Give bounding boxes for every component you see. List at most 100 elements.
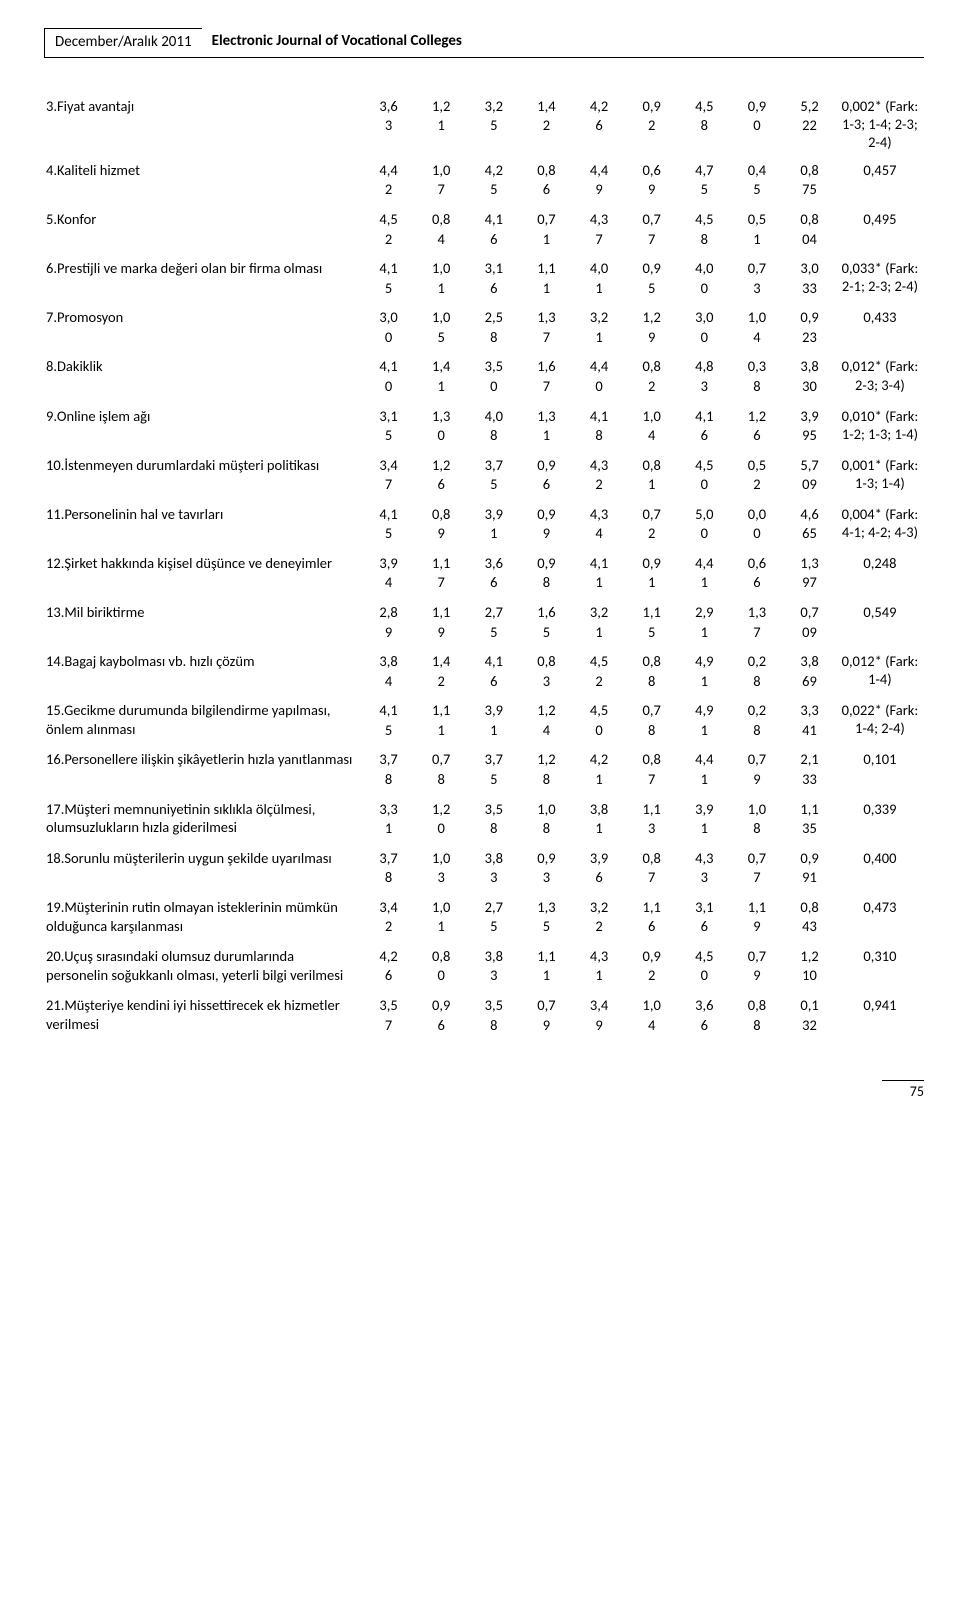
row-label: 15.Gecikme durumunda bilgilendirme yapıl…: [44, 696, 362, 745]
table-row: 18.Sorunlu müşterilerin uygun şekilde uy…: [44, 844, 924, 893]
row-label: 7.Promosyon: [44, 303, 362, 352]
significance-cell: 0,248: [836, 549, 924, 598]
value-cell: 0,92: [625, 942, 678, 991]
value-cell: 0,38: [731, 352, 784, 401]
value-cell: 0,80: [415, 942, 468, 991]
significance-cell: 0,022* (Fark: 1-4; 2-4): [836, 696, 924, 745]
table-row: 6.Prestijli ve marka değeri olan bir fir…: [44, 254, 924, 303]
value-cell: 0,88: [731, 991, 784, 1040]
value-cell: 1,35: [520, 893, 573, 942]
value-cell: 1,11: [520, 942, 573, 991]
value-cell: 4,40: [573, 352, 626, 401]
table-row: 20.Uçuş sırasındaki olumsuz durumlarında…: [44, 942, 924, 991]
value-cell: 3,869: [783, 647, 836, 696]
significance-cell: 0,549: [836, 598, 924, 647]
row-label: 6.Prestijli ve marka değeri olan bir fir…: [44, 254, 362, 303]
value-cell: 3,42: [362, 893, 415, 942]
value-cell: 0,79: [520, 991, 573, 1040]
significance-cell: 0,941: [836, 991, 924, 1040]
value-cell: 1,42: [520, 92, 573, 156]
value-cell: 1,24: [520, 696, 573, 745]
header-date: December/Aralık 2011: [44, 28, 202, 58]
value-cell: 4,42: [362, 156, 415, 205]
row-label: 18.Sorunlu müşterilerin uygun şekilde uy…: [44, 844, 362, 893]
row-label: 21.Müşteriye kendini iyi hissettirecek e…: [44, 991, 362, 1040]
value-cell: 0,82: [625, 352, 678, 401]
value-cell: 0,89: [415, 500, 468, 549]
value-cell: 1,37: [731, 598, 784, 647]
value-cell: 1,13: [625, 795, 678, 844]
row-label: 20.Uçuş sırasındaki olumsuz durumlarında…: [44, 942, 362, 991]
value-cell: 0,86: [520, 156, 573, 205]
value-cell: 4,21: [573, 745, 626, 794]
row-label: 4.Kaliteli hizmet: [44, 156, 362, 205]
value-cell: 0,79: [731, 745, 784, 794]
significance-cell: 0,101: [836, 745, 924, 794]
data-table: 3.Fiyat avantajı3,631,213,251,424,260,92…: [44, 92, 924, 1041]
value-cell: 1,31: [520, 402, 573, 451]
value-cell: 4,08: [467, 402, 520, 451]
value-cell: 4,26: [362, 942, 415, 991]
value-cell: 3,58: [467, 795, 520, 844]
value-cell: 1,37: [520, 303, 573, 352]
value-cell: 0,69: [625, 156, 678, 205]
table-row: 3.Fiyat avantajı3,631,213,251,424,260,92…: [44, 92, 924, 156]
significance-cell: 0,433: [836, 303, 924, 352]
value-cell: 3,78: [362, 844, 415, 893]
significance-cell: 0,310: [836, 942, 924, 991]
value-cell: 1,42: [415, 647, 468, 696]
value-cell: 4,91: [678, 696, 731, 745]
value-cell: 3,57: [362, 991, 415, 1040]
value-cell: 5,222: [783, 92, 836, 156]
value-cell: 3,66: [467, 549, 520, 598]
value-cell: 1,11: [520, 254, 573, 303]
value-cell: 0,72: [625, 500, 678, 549]
value-cell: 4,16: [467, 647, 520, 696]
value-cell: 4,11: [573, 549, 626, 598]
value-cell: 3,49: [573, 991, 626, 1040]
value-cell: 5,00: [678, 500, 731, 549]
value-cell: 0,71: [520, 205, 573, 254]
value-cell: 1,65: [520, 598, 573, 647]
value-cell: 0,709: [783, 598, 836, 647]
table-row: 10.İstenmeyen durumlardaki müşteri polit…: [44, 451, 924, 500]
table-row: 4.Kaliteli hizmet4,421,074,250,864,490,6…: [44, 156, 924, 205]
header-title: Electronic Journal of Vocational College…: [202, 28, 924, 58]
significance-cell: 0,473: [836, 893, 924, 942]
value-cell: 3,16: [467, 254, 520, 303]
page-header: December/Aralık 2011 Electronic Journal …: [44, 28, 924, 58]
value-cell: 0,45: [731, 156, 784, 205]
value-cell: 4,50: [678, 942, 731, 991]
value-cell: 3,16: [678, 893, 731, 942]
value-cell: 4,18: [573, 402, 626, 451]
value-cell: 3,22: [573, 893, 626, 942]
value-cell: 4,01: [573, 254, 626, 303]
value-cell: 1,30: [415, 402, 468, 451]
value-cell: 0,96: [520, 451, 573, 500]
value-cell: 3,81: [573, 795, 626, 844]
value-cell: 0,875: [783, 156, 836, 205]
value-cell: 1,04: [731, 303, 784, 352]
value-cell: 4,31: [573, 942, 626, 991]
value-cell: 3,21: [573, 598, 626, 647]
page-number: 75: [882, 1080, 924, 1101]
table-row: 9.Online işlem ağı3,151,304,081,314,181,…: [44, 402, 924, 451]
value-cell: 3,25: [467, 92, 520, 156]
value-cell: 2,89: [362, 598, 415, 647]
value-cell: 4,52: [573, 647, 626, 696]
value-cell: 3,75: [467, 745, 520, 794]
value-cell: 4,49: [573, 156, 626, 205]
value-cell: 4,75: [678, 156, 731, 205]
value-cell: 1,29: [625, 303, 678, 352]
value-cell: 0,90: [731, 92, 784, 156]
table-row: 7.Promosyon3,001,052,581,373,211,293,001…: [44, 303, 924, 352]
value-cell: 0,77: [625, 205, 678, 254]
value-cell: 3,033: [783, 254, 836, 303]
value-cell: 0,66: [731, 549, 784, 598]
value-cell: 0,923: [783, 303, 836, 352]
value-cell: 0,77: [731, 844, 784, 893]
value-cell: 1,28: [520, 745, 573, 794]
value-cell: 0,78: [415, 745, 468, 794]
value-cell: 4,41: [678, 549, 731, 598]
value-cell: 3,50: [467, 352, 520, 401]
